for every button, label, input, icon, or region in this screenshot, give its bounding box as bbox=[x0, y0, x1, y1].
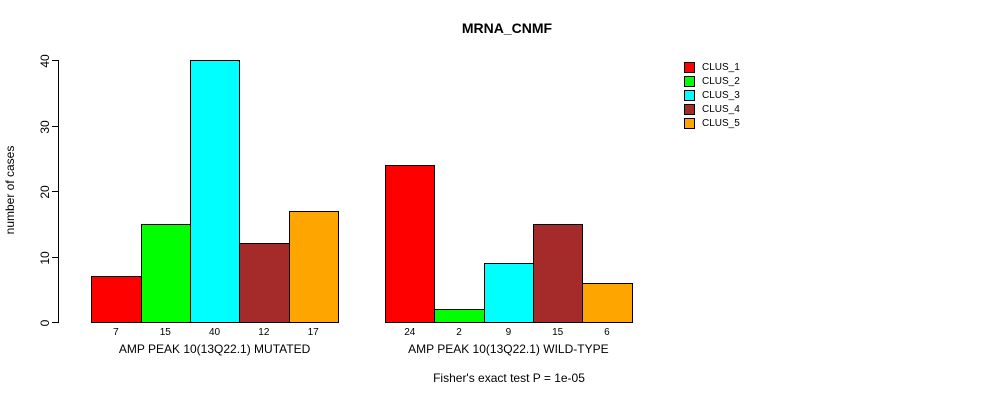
y-tick bbox=[52, 322, 58, 323]
y-tick-label: 0 bbox=[38, 319, 52, 326]
legend-swatch bbox=[684, 118, 695, 129]
bar-value-label: 6 bbox=[604, 327, 610, 338]
y-axis-line bbox=[58, 60, 59, 323]
bar-value-label: 12 bbox=[258, 327, 270, 338]
bar bbox=[533, 224, 583, 323]
bar-value-label: 7 bbox=[113, 327, 119, 338]
y-tick bbox=[52, 257, 58, 258]
legend-label: CLUS_4 bbox=[702, 104, 740, 115]
legend-label: CLUS_5 bbox=[702, 118, 740, 129]
legend-swatch bbox=[684, 90, 695, 101]
legend-label: CLUS_3 bbox=[702, 90, 740, 101]
bar-value-label: 40 bbox=[208, 327, 221, 338]
bar-value-label: 15 bbox=[552, 327, 564, 338]
legend-swatch bbox=[684, 104, 695, 115]
bar bbox=[582, 283, 633, 323]
y-tick bbox=[52, 60, 58, 61]
chart-title: MRNA_CNMF bbox=[461, 20, 553, 36]
legend-item: CLUS_1 bbox=[684, 62, 740, 73]
y-axis-title: number of cases bbox=[3, 145, 17, 235]
legend-item: CLUS_4 bbox=[684, 104, 740, 115]
legend-item: CLUS_5 bbox=[684, 118, 740, 129]
y-tick bbox=[52, 126, 58, 127]
bar bbox=[91, 276, 142, 323]
bar-value-label: 17 bbox=[307, 327, 319, 338]
legend: CLUS_1 CLUS_2 CLUS_3 CLUS_4 CLUS_5 bbox=[684, 62, 740, 132]
legend-swatch bbox=[684, 62, 695, 73]
bar-value-label: 24 bbox=[404, 327, 416, 338]
legend-swatch bbox=[684, 76, 695, 87]
bar-value-label: 15 bbox=[159, 327, 171, 338]
legend-item: CLUS_3 bbox=[684, 90, 740, 101]
bar bbox=[141, 224, 191, 323]
bar-value-label: 9 bbox=[505, 327, 512, 338]
legend-item: CLUS_2 bbox=[684, 76, 740, 87]
bar bbox=[239, 243, 290, 323]
y-tick-label: 40 bbox=[38, 53, 52, 68]
y-tick bbox=[52, 191, 58, 192]
y-tick-label: 20 bbox=[38, 184, 52, 199]
bar bbox=[385, 165, 435, 323]
bar bbox=[484, 263, 534, 323]
legend-label: CLUS_1 bbox=[702, 62, 740, 73]
bar bbox=[190, 60, 240, 323]
bar bbox=[289, 211, 339, 323]
y-tick-label: 30 bbox=[38, 119, 52, 134]
annotation-text: Fisher's exact test P = 1e-05 bbox=[433, 371, 585, 385]
y-tick-label: 10 bbox=[38, 250, 52, 265]
bar-value-label: 2 bbox=[456, 327, 462, 338]
bar bbox=[434, 309, 485, 323]
x-group-label: AMP PEAK 10(13Q22.1) WILD-TYPE bbox=[408, 342, 609, 356]
x-group-label: AMP PEAK 10(13Q22.1) MUTATED bbox=[118, 342, 311, 356]
legend-label: CLUS_2 bbox=[702, 76, 740, 87]
